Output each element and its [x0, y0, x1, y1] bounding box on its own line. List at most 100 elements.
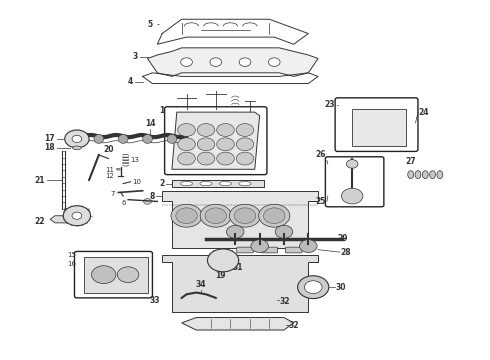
Ellipse shape: [94, 134, 104, 143]
Circle shape: [210, 58, 221, 66]
Text: 29: 29: [338, 234, 348, 243]
Circle shape: [171, 204, 202, 227]
Ellipse shape: [118, 134, 128, 143]
Circle shape: [207, 249, 239, 272]
Text: 31: 31: [233, 263, 244, 272]
Circle shape: [92, 266, 116, 284]
Polygon shape: [172, 180, 265, 187]
Text: 14: 14: [145, 119, 155, 128]
Circle shape: [239, 58, 251, 66]
Circle shape: [229, 204, 261, 227]
Circle shape: [176, 208, 197, 224]
Text: 15: 15: [67, 252, 76, 258]
Text: 18: 18: [45, 143, 55, 152]
Circle shape: [205, 208, 226, 224]
Circle shape: [346, 159, 358, 168]
Text: 13: 13: [130, 157, 140, 163]
Text: 26: 26: [315, 150, 325, 159]
Ellipse shape: [167, 134, 177, 143]
FancyBboxPatch shape: [261, 247, 278, 253]
Circle shape: [236, 152, 254, 165]
Text: 27: 27: [405, 157, 416, 166]
Circle shape: [234, 208, 256, 224]
Polygon shape: [147, 48, 318, 76]
Polygon shape: [182, 318, 294, 330]
Circle shape: [217, 152, 234, 165]
Text: 7: 7: [110, 190, 115, 197]
Circle shape: [226, 225, 244, 238]
Circle shape: [200, 204, 231, 227]
Ellipse shape: [430, 171, 436, 179]
Circle shape: [178, 123, 196, 136]
Text: 34: 34: [196, 280, 206, 289]
Circle shape: [269, 58, 280, 66]
Polygon shape: [84, 257, 147, 293]
Circle shape: [236, 138, 254, 151]
Circle shape: [251, 240, 269, 252]
Circle shape: [178, 152, 196, 165]
Circle shape: [217, 123, 234, 136]
Ellipse shape: [143, 134, 152, 143]
Circle shape: [178, 138, 196, 151]
Circle shape: [197, 123, 215, 136]
Text: 21: 21: [35, 176, 45, 185]
Ellipse shape: [437, 171, 443, 179]
Ellipse shape: [415, 171, 421, 179]
Text: 12: 12: [105, 173, 115, 179]
Text: 11: 11: [105, 167, 115, 174]
Text: 4: 4: [128, 77, 133, 86]
Circle shape: [144, 199, 151, 204]
Text: 8: 8: [149, 192, 155, 201]
Text: 10: 10: [132, 179, 141, 185]
Text: 32: 32: [279, 297, 290, 306]
Polygon shape: [50, 216, 74, 223]
Text: 19: 19: [216, 271, 226, 280]
Text: 6: 6: [121, 199, 125, 206]
Text: 25: 25: [315, 197, 325, 206]
Text: 2: 2: [159, 179, 165, 188]
Ellipse shape: [200, 181, 212, 186]
Polygon shape: [172, 112, 260, 169]
Text: 24: 24: [418, 108, 428, 117]
Polygon shape: [162, 255, 318, 312]
Circle shape: [217, 138, 234, 151]
Circle shape: [342, 188, 363, 204]
Text: 32: 32: [289, 321, 299, 330]
Text: 20: 20: [104, 145, 114, 154]
Text: 16: 16: [67, 261, 76, 267]
Circle shape: [197, 152, 215, 165]
Polygon shape: [352, 109, 406, 146]
Ellipse shape: [73, 146, 81, 150]
Ellipse shape: [180, 181, 193, 186]
Circle shape: [304, 281, 322, 294]
FancyBboxPatch shape: [286, 247, 302, 253]
Circle shape: [259, 204, 290, 227]
Circle shape: [63, 206, 91, 226]
Text: 33: 33: [150, 296, 161, 305]
Ellipse shape: [422, 171, 428, 179]
Text: 23: 23: [325, 100, 335, 109]
Circle shape: [65, 130, 89, 148]
Ellipse shape: [239, 181, 251, 186]
Circle shape: [72, 135, 82, 143]
Ellipse shape: [220, 181, 232, 186]
Polygon shape: [162, 191, 318, 248]
Text: 3: 3: [133, 52, 138, 61]
Text: 30: 30: [335, 283, 345, 292]
Circle shape: [197, 138, 215, 151]
Circle shape: [297, 276, 329, 298]
Text: 1: 1: [159, 106, 165, 115]
Circle shape: [181, 58, 193, 66]
Ellipse shape: [116, 168, 120, 170]
Circle shape: [117, 267, 139, 283]
Circle shape: [236, 123, 254, 136]
Circle shape: [275, 225, 293, 238]
Circle shape: [72, 212, 82, 219]
Circle shape: [299, 240, 317, 252]
Circle shape: [264, 208, 285, 224]
Ellipse shape: [408, 171, 414, 179]
Text: 28: 28: [340, 248, 351, 257]
Text: 22: 22: [35, 217, 45, 226]
FancyBboxPatch shape: [237, 247, 253, 253]
Text: 5: 5: [147, 20, 152, 29]
